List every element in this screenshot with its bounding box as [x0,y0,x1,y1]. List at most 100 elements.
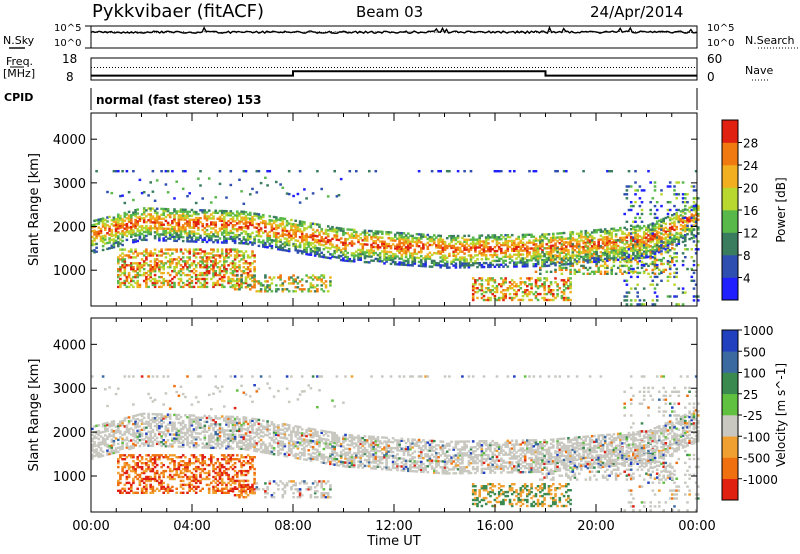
power-cell [394,233,397,236]
power-cell [694,217,698,220]
power-cell [634,189,637,192]
power-cell [593,256,596,260]
power-cell [236,270,239,273]
power-cell [322,255,326,259]
power-cell [134,214,137,218]
power-cell [508,239,512,243]
power-cell [437,240,440,243]
power-cell [521,249,525,252]
power-cell [590,239,594,242]
power-cell [220,252,224,255]
power-cell [383,258,386,261]
power-cell [218,270,222,273]
velocity-cell [151,454,155,457]
power-cell [177,218,181,221]
power-cell [318,247,321,250]
power-cell [184,208,187,211]
power-cell [636,236,639,239]
power-cell [294,223,297,226]
power-cell [621,246,624,249]
velocity-cell [158,442,161,446]
power-cell [253,283,256,287]
power-cell [298,222,302,225]
power-cell [536,255,540,258]
power-cell [231,216,235,219]
power-cell [556,254,559,258]
power-cell [188,232,191,235]
velocity-cell [151,400,155,403]
power-cell [93,223,96,226]
power-cell [547,254,551,258]
power-cell [413,260,417,263]
power-cell [194,264,198,267]
velocity-cell [117,481,120,485]
power-cell [688,206,691,209]
power-cell [331,253,334,256]
power-cell [207,233,211,236]
power-cell [223,262,226,265]
power-cell [692,206,696,209]
power-cell [290,218,293,222]
power-cell [595,260,598,263]
power-cell [603,232,607,235]
power-cell [402,259,406,263]
power-cell [627,271,631,275]
power-cell [251,231,254,235]
power-cell [560,259,564,262]
power-cell [168,212,172,215]
power-cell [201,238,204,241]
velocity-cell [112,451,116,455]
power-cell [653,258,657,262]
power-cell [155,221,159,224]
power-cell [653,223,657,226]
power-cell [588,255,592,258]
power-cell [445,262,449,265]
power-cell [573,270,577,273]
power-cell [675,197,678,200]
power-cell [201,256,204,259]
power-cell [372,234,375,237]
power-cell [372,253,375,256]
power-cell [197,218,200,222]
power-cell [385,242,388,246]
power-cell [519,298,523,302]
power-cell [456,240,460,244]
power-cells [91,170,700,306]
power-cell [186,232,189,235]
power-cell [606,245,609,249]
power-cell [264,280,267,283]
power-cell [350,244,354,247]
power-cell [452,238,455,242]
power-cell [285,192,289,195]
power-cell [690,231,694,234]
power-cell [203,266,207,269]
power-cell [480,289,484,292]
power-cell [606,247,609,251]
power-cell [588,252,592,256]
power-cell [188,256,191,259]
power-cell [190,262,194,265]
power-cell [681,208,685,212]
power-cell [316,276,319,279]
power-cell [153,260,157,263]
power-cell [298,241,302,245]
power-cell [160,260,163,263]
velocity-cell [117,442,120,446]
power-cell [227,264,230,267]
power-cell [543,233,546,236]
power-cell [508,255,512,258]
power-cell [534,296,538,300]
power-cell [114,225,118,229]
power-cell [138,229,142,232]
power-cell [476,258,479,261]
power-cell [145,262,148,265]
power-cell [199,220,202,224]
power-cell [539,253,542,256]
power-cell [140,258,144,261]
power-cell [140,213,144,216]
power-cell [482,265,486,269]
power-cell [569,245,572,248]
velocity-cell [125,424,129,427]
power-cell [201,277,204,281]
power-cell [636,254,639,258]
